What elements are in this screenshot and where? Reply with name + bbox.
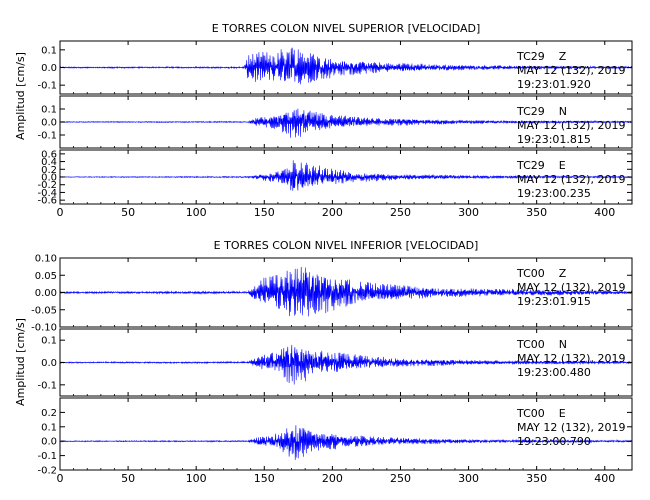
y-tick-label: -0.4: [37, 188, 57, 199]
station-label: TC29 E: [516, 159, 566, 172]
x-tick-label: 400: [594, 206, 615, 219]
y-tick-label: 0.4: [41, 157, 57, 168]
station-date: MAY 12 (132), 2019: [517, 352, 625, 365]
y-tick-label: -0.1: [37, 131, 57, 142]
chart-title: E TORRES COLON NIVEL INFERIOR [VELOCIDAD…: [214, 239, 479, 252]
y-tick-label: 0.6: [41, 149, 57, 160]
y-tick-label: 0.00: [35, 288, 57, 299]
x-tick-label: 50: [121, 472, 135, 485]
station-time: 19:23:00.235: [517, 187, 591, 200]
y-tick-label: -0.1: [37, 451, 57, 462]
x-tick-label: 350: [526, 206, 547, 219]
chart-group-superior: E TORRES COLON NIVEL SUPERIOR [VELOCIDAD…: [14, 22, 633, 219]
waveform-trace: [59, 108, 633, 138]
x-tick-label: 250: [390, 206, 411, 219]
y-tick-label: 0.1: [41, 336, 57, 347]
x-tick-label: 100: [186, 206, 207, 219]
station-date: MAY 12 (132), 2019: [517, 64, 625, 77]
station-code: TC00: [516, 267, 545, 280]
y-tick-label: 0.0: [41, 358, 57, 369]
x-tick-label: 0: [57, 206, 64, 219]
waveform-trace: [59, 266, 633, 317]
station-time: 19:23:01.915: [517, 295, 591, 308]
y-tick-label: 0.0: [41, 437, 57, 448]
panel-frame: [59, 397, 633, 471]
station-component: E: [559, 159, 566, 172]
station-date: MAY 12 (132), 2019: [517, 421, 625, 434]
waveform-trace: [59, 425, 633, 461]
y-axis-label: Amplitud [cm/s]: [14, 318, 27, 406]
y-tick-label: 0.0: [41, 173, 57, 184]
x-tick-label: 300: [458, 472, 479, 485]
y-tick-label: 0.1: [41, 105, 57, 116]
y-tick-label: -0.10: [31, 323, 57, 334]
x-tick-label: 250: [390, 472, 411, 485]
y-tick-label: -0.6: [37, 196, 57, 207]
station-time: 19:23:00.790: [517, 435, 591, 448]
y-tick-label: 0.10: [35, 254, 57, 265]
y-tick-label: 0.1: [41, 422, 57, 433]
x-tick-label: 350: [526, 472, 547, 485]
station-component: Z: [559, 50, 567, 63]
x-tick-label: 0: [57, 472, 64, 485]
y-tick-label: -0.1: [37, 380, 57, 391]
x-tick-label: 200: [322, 472, 343, 485]
station-component: E: [559, 407, 566, 420]
chart-title: E TORRES COLON NIVEL SUPERIOR [VELOCIDAD…: [212, 22, 481, 35]
station-code: TC29: [516, 50, 545, 63]
y-tick-label: 0.0: [41, 63, 57, 74]
waveform-trace: [59, 47, 633, 85]
station-time: 19:23:01.920: [517, 78, 591, 91]
waveform-trace: [59, 344, 633, 385]
x-tick-label: 300: [458, 206, 479, 219]
y-tick-label: -0.2: [37, 180, 57, 191]
y-axis-label: Amplitud [cm/s]: [14, 52, 27, 140]
x-tick-label: 100: [186, 472, 207, 485]
y-tick-label: 0.2: [41, 165, 57, 176]
station-label: TC00 N: [516, 338, 567, 351]
station-time: 19:23:00.480: [517, 366, 591, 379]
y-tick-label: 0.05: [35, 271, 57, 282]
station-date: MAY 12 (132), 2019: [517, 119, 625, 132]
station-label: TC00 E: [516, 407, 566, 420]
station-code: TC00: [516, 407, 545, 420]
y-tick-label: 0.1: [41, 45, 57, 56]
x-tick-label: 150: [254, 472, 275, 485]
y-tick-label: -0.2: [37, 466, 57, 477]
station-component: N: [559, 338, 567, 351]
x-tick-label: 50: [121, 206, 135, 219]
x-tick-label: 150: [254, 206, 275, 219]
station-component: Z: [559, 267, 567, 280]
waveform-trace: [59, 160, 633, 191]
station-label: TC29 Z: [516, 50, 567, 63]
y-tick-label: -0.05: [31, 305, 57, 316]
station-date: MAY 12 (132), 2019: [517, 173, 625, 186]
station-date: MAY 12 (132), 2019: [517, 281, 625, 294]
y-tick-label: 0.2: [41, 408, 57, 419]
station-label: TC29 N: [516, 105, 567, 118]
station-component: N: [559, 105, 567, 118]
station-code: TC29: [516, 105, 545, 118]
x-tick-label: 400: [594, 472, 615, 485]
x-tick-label: 200: [322, 206, 343, 219]
y-tick-label: -0.1: [37, 81, 57, 92]
station-code: TC00: [516, 338, 545, 351]
chart-group-inferior: E TORRES COLON NIVEL INFERIOR [VELOCIDAD…: [14, 239, 633, 485]
station-label: TC00 Z: [516, 267, 567, 280]
station-code: TC29: [516, 159, 545, 172]
y-tick-label: 0.0: [41, 118, 57, 129]
station-time: 19:23:01.815: [517, 133, 591, 146]
